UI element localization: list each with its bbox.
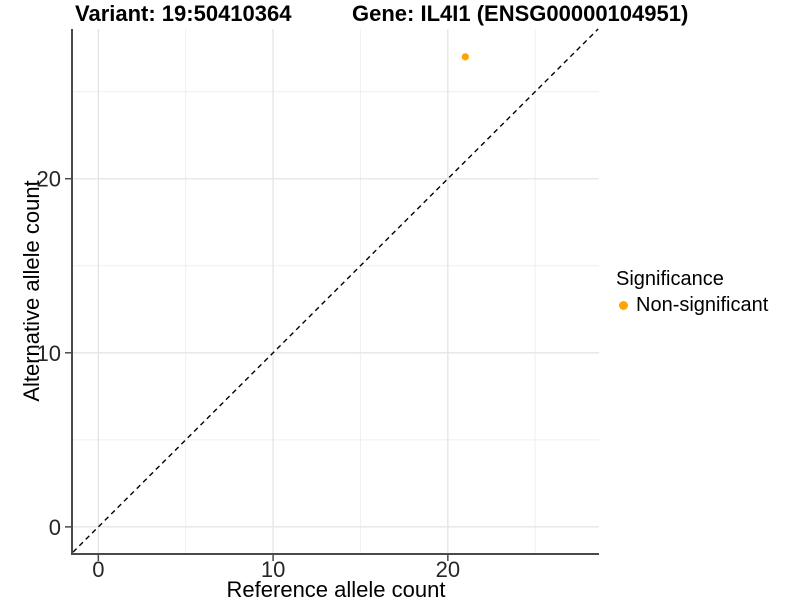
y-tick-label: 0	[49, 515, 61, 540]
plot-title-gene: Gene: IL4I1 (ENSG00000104951)	[352, 1, 689, 26]
data-point	[461, 53, 469, 61]
y-tick-label: 10	[37, 341, 61, 366]
identity-dashed-line	[72, 28, 599, 553]
legend-point-icon	[619, 300, 628, 310]
legend-title: Significance	[616, 268, 724, 290]
x-axis-title: Reference allele count	[226, 577, 446, 602]
legend-item-label: Non-significant	[636, 294, 769, 316]
y-tick-label: 20	[37, 167, 61, 192]
x-tick-label: 10	[261, 557, 285, 582]
legend: Significance Non-significant	[616, 267, 768, 317]
plot-title-variant: Variant: 19:50410364	[75, 1, 292, 26]
legend-item-non-significant: Non-significant	[616, 293, 768, 317]
x-tick-label: 20	[436, 557, 460, 582]
x-tick-label: 0	[92, 557, 104, 582]
y-axis-title: Alternative allele count	[19, 180, 44, 402]
